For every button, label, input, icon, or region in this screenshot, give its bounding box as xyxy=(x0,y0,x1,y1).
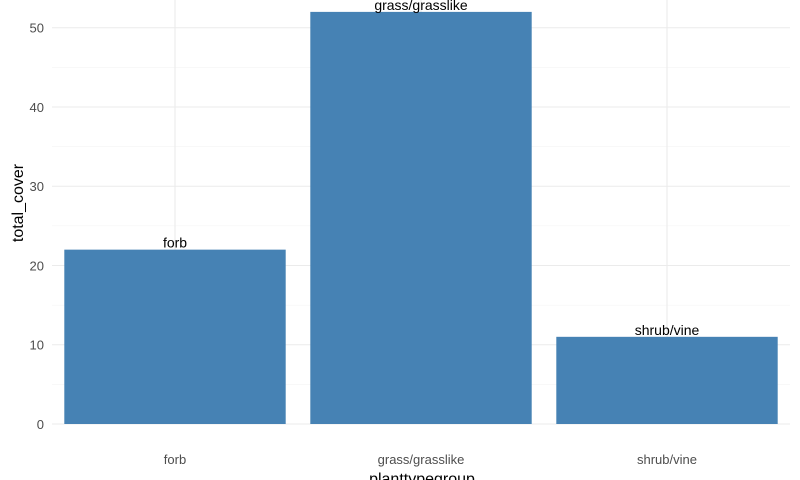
data-labels: forb grass/grasslike shrub/vine xyxy=(163,0,700,338)
y-tick-label: 0 xyxy=(37,417,44,432)
y-tick-label: 10 xyxy=(30,338,44,353)
bar-1 xyxy=(310,11,532,425)
y-tick-label: 50 xyxy=(30,21,44,36)
y-axis-title: total_cover xyxy=(10,163,27,242)
bar-0 xyxy=(64,249,286,424)
bar-data-label: shrub/vine xyxy=(635,322,700,338)
bar-data-label: forb xyxy=(163,235,187,251)
x-tick-label: shrub/vine xyxy=(637,452,697,467)
y-tick-label: 40 xyxy=(30,100,44,115)
bar-2 xyxy=(556,336,778,424)
x-axis-title: planttypegroup xyxy=(369,471,475,480)
y-axis-ticks: 0 10 20 30 40 50 xyxy=(30,21,44,432)
y-tick-label: 20 xyxy=(30,258,44,273)
bars xyxy=(64,11,778,425)
bar-data-label: grass/grasslike xyxy=(374,0,468,13)
x-tick-label: forb xyxy=(164,452,186,467)
x-axis-ticks: forb grass/grasslike shrub/vine xyxy=(164,452,697,467)
x-tick-label: grass/grasslike xyxy=(378,452,465,467)
y-tick-label: 30 xyxy=(30,179,44,194)
